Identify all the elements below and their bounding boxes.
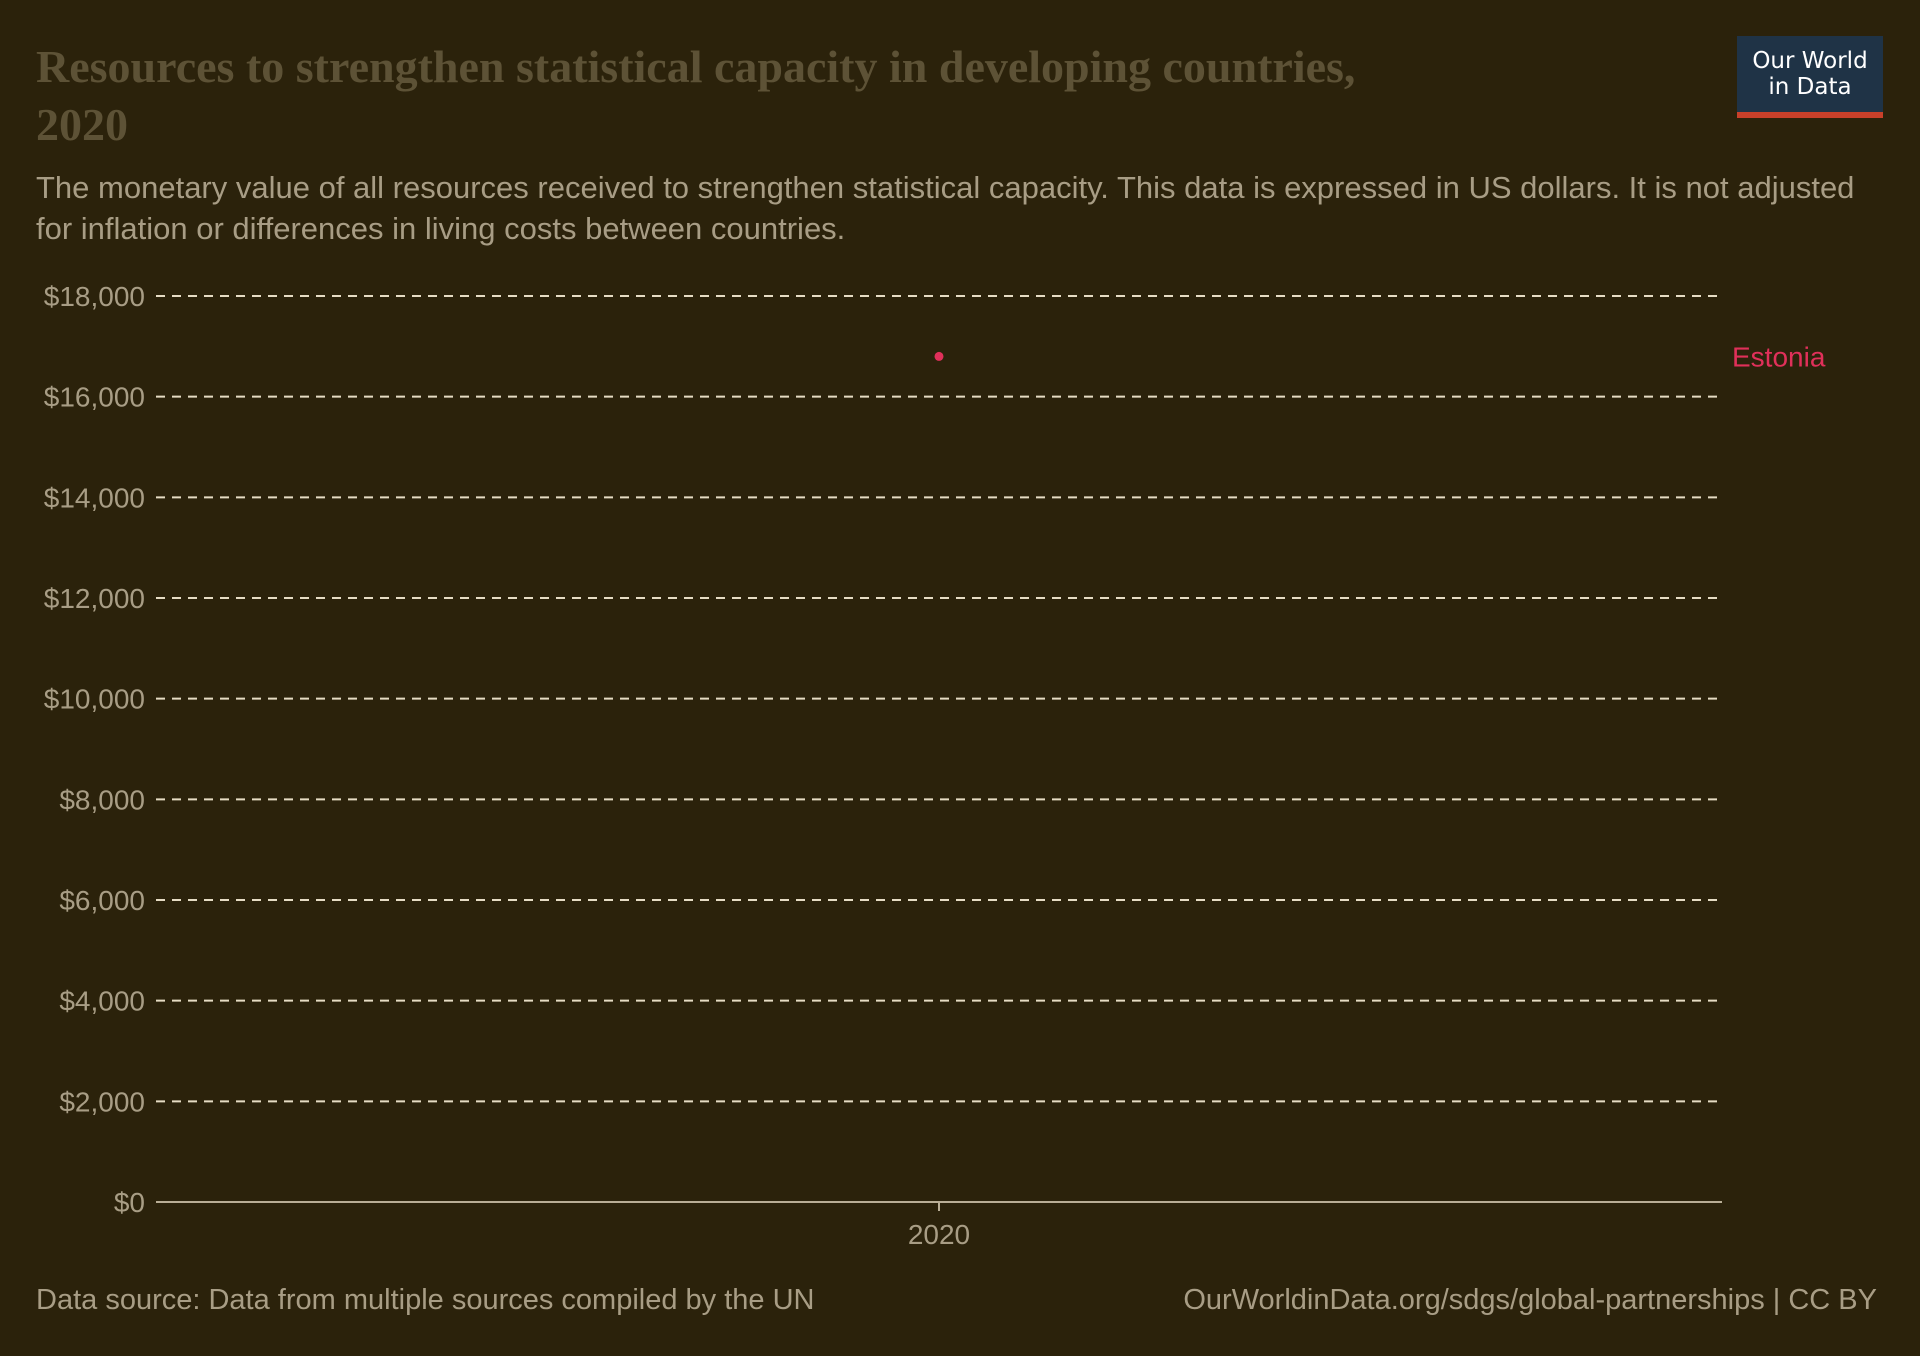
y-tick-label: $10,000 [44, 684, 145, 715]
data-point-estonia[interactable] [934, 351, 944, 361]
series-label-estonia[interactable]: Estonia [1732, 341, 1826, 372]
y-tick-label: $4,000 [59, 986, 145, 1017]
chart-title: Resources to strengthen statistical capa… [36, 41, 1356, 150]
y-tick-label: $0 [114, 1187, 145, 1218]
y-tick-label: $14,000 [44, 482, 145, 513]
y-tick-label: $16,000 [44, 382, 145, 413]
chart-subtitle: The monetary value of all resources rece… [36, 170, 1855, 246]
owid-logo[interactable]: Our World in Data [1737, 36, 1883, 118]
logo-line-2: in Data [1768, 74, 1852, 100]
y-tick-label: $12,000 [44, 583, 145, 614]
y-tick-label: $8,000 [59, 784, 145, 815]
x-tick-label: 2020 [908, 1219, 970, 1250]
logo-line-1: Our World [1752, 48, 1868, 74]
source-link[interactable]: OurWorldinData.org/sdgs/global-partnersh… [1183, 1284, 1877, 1316]
data-source: Data source: Data from multiple sources … [36, 1284, 815, 1316]
y-tick-label: $2,000 [59, 1086, 145, 1117]
y-tick-label: $6,000 [59, 885, 145, 916]
y-tick-label: $18,000 [44, 281, 145, 312]
